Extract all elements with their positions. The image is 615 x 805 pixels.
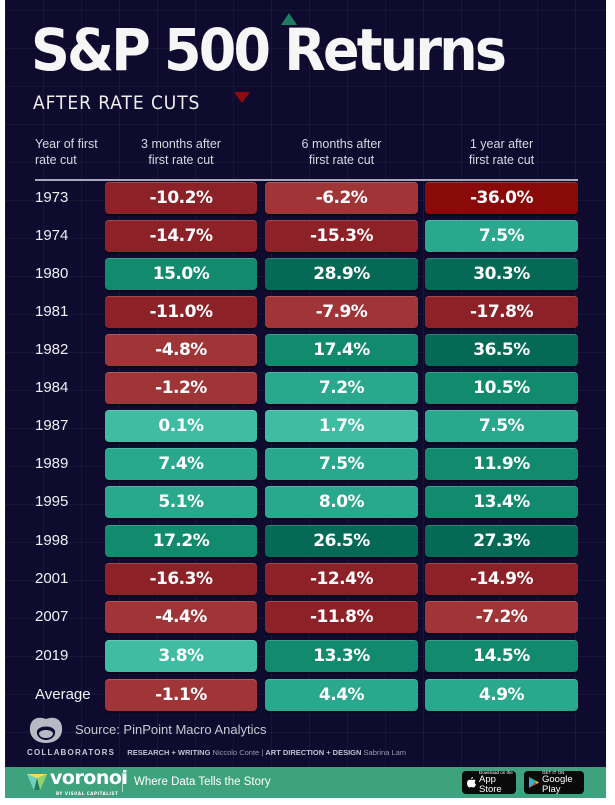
source-text: Source: PinPoint Macro Analytics xyxy=(75,722,267,737)
return-cell: 17.2% xyxy=(105,525,257,557)
up-triangle-icon xyxy=(281,13,297,25)
column-header-line: first rate cut xyxy=(468,153,535,167)
return-cell: 36.5% xyxy=(425,334,578,366)
design-name: Sabrina Lam xyxy=(363,748,407,757)
return-cell: 7.5% xyxy=(425,410,578,442)
column-header-line: first rate cut xyxy=(308,153,375,167)
return-cell: -12.4% xyxy=(265,563,418,595)
column-header-6-months: 6 months after first rate cut xyxy=(265,136,418,168)
return-cell: -15.3% xyxy=(265,220,418,252)
column-header-line: 1 year after xyxy=(469,137,534,151)
return-cell: 17.4% xyxy=(265,334,418,366)
page-subtitle: AFTER RATE CUTS xyxy=(33,92,201,114)
return-cell: -10.2% xyxy=(105,182,257,214)
row-label-year: 1981 xyxy=(35,303,69,320)
return-cell: -7.2% xyxy=(425,601,578,633)
row-label-year: 2019 xyxy=(35,647,69,664)
return-cell: 30.3% xyxy=(425,258,578,290)
return-cell: 4.4% xyxy=(265,679,418,711)
row-label-year: 1973 xyxy=(35,189,69,206)
return-cell: -1.1% xyxy=(105,679,257,711)
return-cell: 1.7% xyxy=(265,410,418,442)
row-label-year: 1980 xyxy=(35,265,69,282)
app-store-small-text: Download on the xyxy=(479,770,513,775)
column-header-1-year: 1 year after first rate cut xyxy=(425,136,578,168)
return-cell: 10.5% xyxy=(425,372,578,404)
app-store-button[interactable]: Download on the App Store xyxy=(462,770,516,795)
return-cell: -14.9% xyxy=(425,563,578,595)
row-label-year: Average xyxy=(35,686,91,703)
return-cell: 27.3% xyxy=(425,525,578,557)
return-cell: -11.8% xyxy=(265,601,418,633)
collaborators-heading: COLLABORATORS xyxy=(27,748,116,757)
column-header-line: 6 months after xyxy=(301,137,382,151)
column-header-line: first rate cut xyxy=(148,153,214,167)
return-cell: 7.5% xyxy=(425,220,578,252)
return-cell: 7.4% xyxy=(105,448,257,480)
return-cell: -36.0% xyxy=(425,182,578,214)
return-cell: 4.9% xyxy=(425,679,578,711)
return-cell: -16.3% xyxy=(105,563,257,595)
return-cell: -17.8% xyxy=(425,296,578,328)
voronoi-brand-sub: BY VISUAL CAPITALIST xyxy=(56,791,119,796)
return-cell: 11.9% xyxy=(425,448,578,480)
return-cell: -4.4% xyxy=(105,601,257,633)
collaborators-line: COLLABORATORS RESEARCH + WRITING Niccolo… xyxy=(27,748,406,757)
row-label-year: 1998 xyxy=(35,532,69,549)
return-cell: 13.4% xyxy=(425,486,578,518)
column-header-line: Year of first xyxy=(35,137,98,151)
column-header-3-months: 3 months after first rate cut xyxy=(105,136,257,168)
return-cell: 8.0% xyxy=(265,486,418,518)
google-play-icon xyxy=(529,777,539,788)
page-title: S&P 500 Returns xyxy=(31,16,507,84)
return-cell: -6.2% xyxy=(265,182,418,214)
return-cell: 0.1% xyxy=(105,410,257,442)
column-header-year: Year of first rate cut xyxy=(35,136,115,168)
voronoi-brand[interactable]: voronoi xyxy=(50,767,128,789)
return-cell: -7.9% xyxy=(265,296,418,328)
return-cell: 5.1% xyxy=(105,486,257,518)
return-cell: 28.9% xyxy=(265,258,418,290)
column-header-line: 3 months after xyxy=(141,137,221,151)
collaborators-separator: | xyxy=(261,748,264,757)
row-label-year: 2007 xyxy=(35,608,69,625)
return-cell: 3.8% xyxy=(105,640,257,672)
column-header-line: rate cut xyxy=(35,153,77,167)
return-cell: 15.0% xyxy=(105,258,257,290)
return-cell: -4.8% xyxy=(105,334,257,366)
apple-icon xyxy=(467,777,476,788)
app-store-large-text: App Store xyxy=(479,774,502,795)
row-label-year: 1974 xyxy=(35,227,69,244)
tagline: Where Data Tells the Story xyxy=(134,776,271,788)
row-label-year: 1987 xyxy=(35,417,69,434)
return-cell: -11.0% xyxy=(105,296,257,328)
footer-divider xyxy=(122,773,123,792)
design-role: ART DIRECTION + DESIGN xyxy=(265,748,362,757)
return-cell: 7.5% xyxy=(265,448,418,480)
return-cell: 14.5% xyxy=(425,640,578,672)
row-label-year: 2001 xyxy=(35,570,69,587)
research-name: Niccolo Conte xyxy=(212,748,260,757)
down-triangle-icon xyxy=(234,92,250,103)
return-cell: 13.3% xyxy=(265,640,418,672)
header-divider xyxy=(35,179,578,181)
source-logo-icon xyxy=(29,717,63,743)
return-cell: 26.5% xyxy=(265,525,418,557)
return-cell: -1.2% xyxy=(105,372,257,404)
row-label-year: 1984 xyxy=(35,379,69,396)
return-cell: -14.7% xyxy=(105,220,257,252)
google-play-large-text: Google Play xyxy=(542,774,573,795)
voronoi-logo-icon xyxy=(27,774,47,790)
research-role: RESEARCH + WRITING xyxy=(127,748,211,757)
return-cell: 7.2% xyxy=(265,372,418,404)
google-play-small-text: GET IT ON xyxy=(542,770,565,775)
row-label-year: 1982 xyxy=(35,341,69,358)
google-play-button[interactable]: GET IT ON Google Play xyxy=(524,770,584,795)
row-label-year: 1989 xyxy=(35,455,69,472)
row-label-year: 1995 xyxy=(35,493,69,510)
